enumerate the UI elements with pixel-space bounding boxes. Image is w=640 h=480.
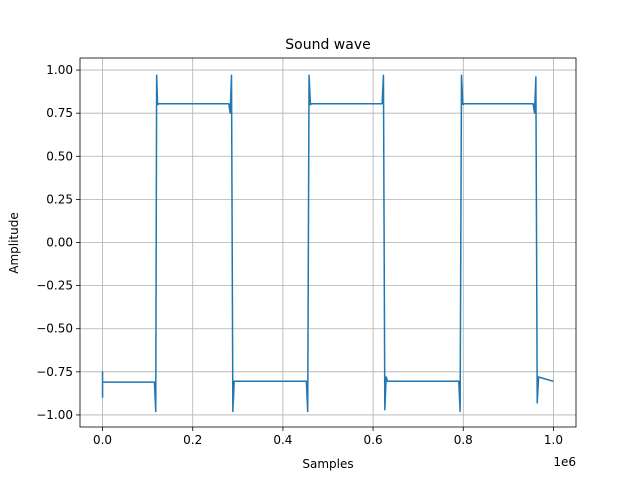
series-layer (101, 74, 554, 413)
x-tick-label: 1.0 (544, 433, 563, 447)
x-tick-label: 0.6 (364, 433, 383, 447)
y-tick-label: −1.00 (36, 408, 73, 422)
x-tick-label: 0.8 (454, 433, 473, 447)
y-tick-label: 0.00 (46, 236, 73, 250)
x-tick-label: 0.2 (183, 433, 202, 447)
x-tick-label: 0.0 (93, 433, 112, 447)
y-tick-label: 0.25 (46, 192, 73, 206)
y-tick-label: 0.50 (46, 149, 73, 163)
y-tick-label: 1.00 (46, 63, 73, 77)
y-tick-label: −0.75 (36, 365, 73, 379)
chart-title: Sound wave (285, 37, 370, 53)
grid-lines (80, 58, 576, 427)
x-axis-label: Samples (302, 457, 353, 471)
y-tick-label: −0.50 (36, 322, 73, 336)
x-axis-offset-label: 1e6 (553, 455, 576, 469)
axis-ticks: 0.0 0.2 0.4 0.6 0.8 1.0 −1.00 −0.75 −0.50 −0.25 0.… (36, 63, 563, 447)
x-tick-label: 0.4 (273, 433, 292, 447)
y-axis-label: Amplitude (7, 212, 21, 274)
y-tick-label: −0.25 (36, 279, 73, 293)
y-tick-label: 0.75 (46, 106, 73, 120)
series-line (101, 74, 554, 413)
